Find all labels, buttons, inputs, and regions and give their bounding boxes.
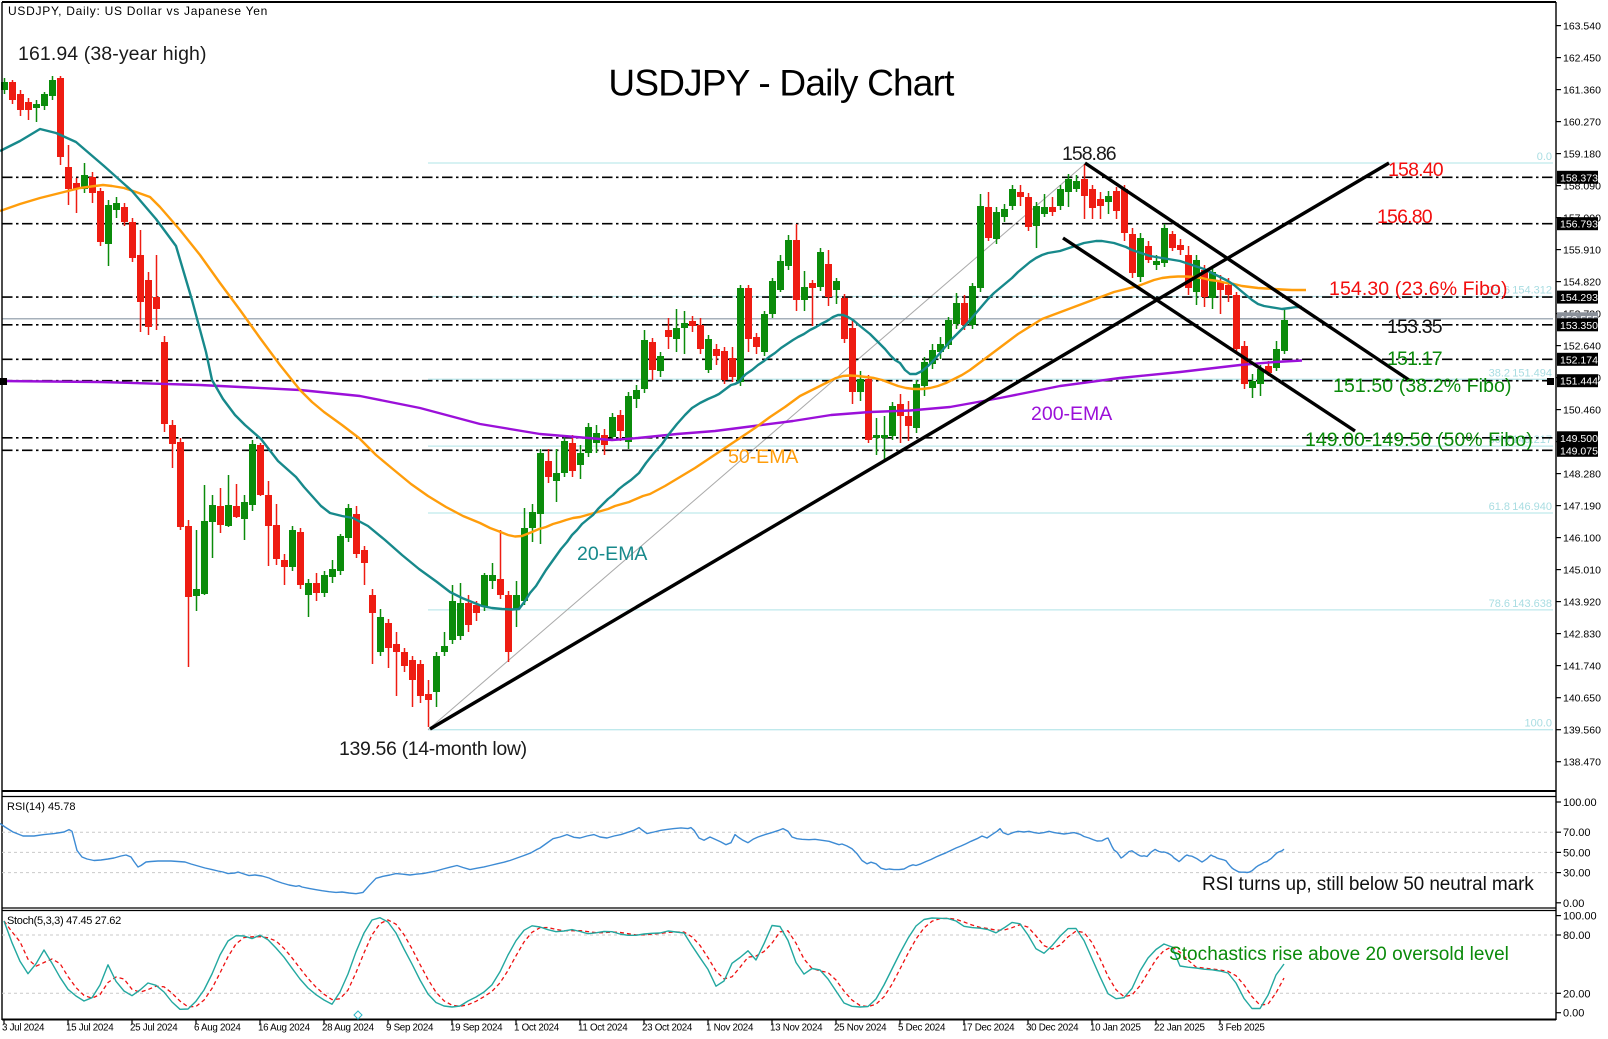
svg-text:38.2 151.494: 38.2 151.494 bbox=[1489, 367, 1552, 379]
svg-text:149.00-149.50 (50% Fibo): 149.00-149.50 (50% Fibo) bbox=[1305, 429, 1533, 451]
svg-text:0.0: 0.0 bbox=[1537, 151, 1552, 163]
svg-text:28 Aug 2024: 28 Aug 2024 bbox=[322, 1023, 375, 1034]
svg-text:0.00: 0.00 bbox=[1563, 1008, 1584, 1020]
svg-text:153.350: 153.350 bbox=[1560, 320, 1598, 332]
svg-text:1 Nov 2024: 1 Nov 2024 bbox=[706, 1023, 754, 1034]
svg-text:154.820: 154.820 bbox=[1563, 276, 1601, 288]
svg-text:149.075: 149.075 bbox=[1560, 445, 1598, 457]
svg-text:163.540: 163.540 bbox=[1563, 20, 1601, 32]
svg-text:151.50 (38.2% Fibo): 151.50 (38.2% Fibo) bbox=[1333, 375, 1512, 397]
svg-text:5 Dec 2024: 5 Dec 2024 bbox=[898, 1023, 946, 1034]
svg-text:153.35: 153.35 bbox=[1387, 316, 1443, 338]
svg-text:161.360: 161.360 bbox=[1563, 84, 1601, 96]
svg-text:147.190: 147.190 bbox=[1563, 500, 1601, 512]
svg-text:20.00: 20.00 bbox=[1563, 988, 1591, 1000]
svg-text:158.40: 158.40 bbox=[1388, 159, 1444, 181]
svg-text:80.00: 80.00 bbox=[1563, 930, 1591, 942]
svg-text:155.910: 155.910 bbox=[1563, 244, 1601, 256]
svg-text:10 Jan 2025: 10 Jan 2025 bbox=[1090, 1023, 1141, 1034]
svg-text:158.373: 158.373 bbox=[1560, 172, 1598, 184]
svg-text:100.00: 100.00 bbox=[1563, 911, 1597, 923]
svg-text:160.270: 160.270 bbox=[1563, 116, 1601, 128]
svg-text:154.293: 154.293 bbox=[1560, 292, 1598, 304]
svg-text:70.00: 70.00 bbox=[1563, 827, 1591, 839]
svg-text:3 Feb 2025: 3 Feb 2025 bbox=[1218, 1023, 1265, 1034]
svg-text:22 Jan 2025: 22 Jan 2025 bbox=[1154, 1023, 1205, 1034]
svg-text:143.920: 143.920 bbox=[1563, 596, 1601, 608]
svg-text:16 Aug 2024: 16 Aug 2024 bbox=[258, 1023, 311, 1034]
svg-text:141.740: 141.740 bbox=[1563, 660, 1601, 672]
svg-text:138.470: 138.470 bbox=[1563, 757, 1601, 769]
svg-text:158.86: 158.86 bbox=[1062, 143, 1116, 165]
svg-text:162.450: 162.450 bbox=[1563, 52, 1601, 64]
svg-text:3 Jul 2024: 3 Jul 2024 bbox=[2, 1023, 45, 1034]
svg-text:RSI(14) 45.78: RSI(14) 45.78 bbox=[7, 801, 75, 813]
svg-text:100.00: 100.00 bbox=[1563, 797, 1597, 809]
svg-text:146.100: 146.100 bbox=[1563, 532, 1601, 544]
svg-text:139.56 (14-month low): 139.56 (14-month low) bbox=[339, 738, 527, 760]
svg-text:15 Jul 2024: 15 Jul 2024 bbox=[66, 1023, 114, 1034]
svg-text:Stochastics rise above 20 over: Stochastics rise above 20 oversold level bbox=[1169, 944, 1509, 965]
svg-text:61.8 146.940: 61.8 146.940 bbox=[1489, 501, 1552, 513]
svg-text:USDJPY - Daily Chart: USDJPY - Daily Chart bbox=[608, 63, 955, 104]
svg-text:154.30 (23.6% Fibo): 154.30 (23.6% Fibo) bbox=[1329, 278, 1508, 300]
svg-text:140.650: 140.650 bbox=[1563, 693, 1601, 705]
svg-text:149.500: 149.500 bbox=[1560, 433, 1598, 445]
svg-text:152.640: 152.640 bbox=[1563, 340, 1601, 352]
svg-text:0.00: 0.00 bbox=[1563, 898, 1584, 910]
svg-text:148.280: 148.280 bbox=[1563, 468, 1601, 480]
svg-text:6 Aug 2024: 6 Aug 2024 bbox=[194, 1023, 241, 1034]
svg-text:100.0: 100.0 bbox=[1524, 718, 1552, 730]
svg-text:19 Sep 2024: 19 Sep 2024 bbox=[450, 1023, 503, 1034]
svg-text:11 Oct 2024: 11 Oct 2024 bbox=[578, 1023, 628, 1034]
svg-text:1 Oct 2024: 1 Oct 2024 bbox=[514, 1023, 560, 1034]
svg-text:161.94 (38-year high): 161.94 (38-year high) bbox=[18, 43, 207, 65]
svg-text:30.00: 30.00 bbox=[1563, 868, 1591, 880]
svg-text:159.180: 159.180 bbox=[1563, 148, 1601, 160]
svg-text:RSI turns up, still below 50 n: RSI turns up, still below 50 neutral mar… bbox=[1202, 874, 1534, 895]
svg-text:Stoch(5,3,3) 47.45 27.62: Stoch(5,3,3) 47.45 27.62 bbox=[7, 915, 121, 927]
svg-text:20-EMA: 20-EMA bbox=[577, 543, 647, 565]
svg-text:152.174: 152.174 bbox=[1560, 354, 1598, 366]
svg-text:25 Nov 2024: 25 Nov 2024 bbox=[834, 1023, 887, 1034]
svg-text:200-EMA: 200-EMA bbox=[1031, 403, 1112, 425]
svg-text:145.010: 145.010 bbox=[1563, 564, 1601, 576]
svg-text:30 Dec 2024: 30 Dec 2024 bbox=[1026, 1023, 1079, 1034]
svg-text:78.6 143.638: 78.6 143.638 bbox=[1489, 598, 1552, 610]
svg-text:50-EMA: 50-EMA bbox=[728, 446, 798, 468]
svg-text:17 Dec 2024: 17 Dec 2024 bbox=[962, 1023, 1015, 1034]
svg-text:150.460: 150.460 bbox=[1563, 404, 1601, 416]
svg-text:23.6 154.312: 23.6 154.312 bbox=[1489, 285, 1552, 297]
svg-text:142.830: 142.830 bbox=[1563, 628, 1601, 640]
svg-text:139.560: 139.560 bbox=[1563, 725, 1601, 737]
svg-text:USDJPY, Daily: US Dollar vs J: USDJPY, Daily: US Dollar vs Japanese Yen bbox=[8, 4, 268, 18]
svg-text:151.444: 151.444 bbox=[1560, 376, 1598, 388]
svg-text:25 Jul 2024: 25 Jul 2024 bbox=[130, 1023, 178, 1034]
svg-text:50.00: 50.00 bbox=[1563, 847, 1591, 859]
svg-text:156.793: 156.793 bbox=[1560, 219, 1598, 231]
svg-text:156.80: 156.80 bbox=[1377, 206, 1433, 228]
svg-text:9 Sep 2024: 9 Sep 2024 bbox=[386, 1023, 434, 1034]
svg-text:151.17: 151.17 bbox=[1387, 348, 1442, 370]
svg-text:13 Nov 2024: 13 Nov 2024 bbox=[770, 1023, 823, 1034]
svg-text:23 Oct 2024: 23 Oct 2024 bbox=[642, 1023, 693, 1034]
